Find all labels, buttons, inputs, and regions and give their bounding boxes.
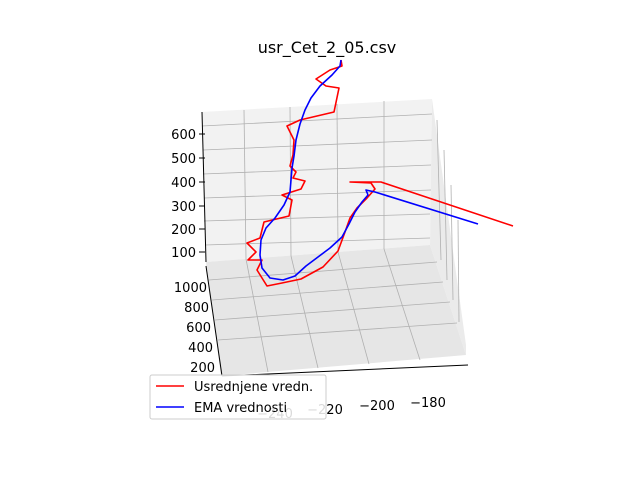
z-tick-label: 100 bbox=[171, 246, 196, 261]
series-line-ema bbox=[259, 59, 479, 281]
grid-lines bbox=[201, 101, 460, 373]
z-tick-marks bbox=[199, 133, 205, 253]
y-tick-label: 400 bbox=[188, 341, 213, 356]
right-wall-pane bbox=[430, 99, 466, 355]
x-tick-label: −200 bbox=[359, 399, 395, 414]
y-tick-label: 200 bbox=[190, 361, 215, 376]
y-tick-label: 800 bbox=[184, 301, 209, 316]
z-axis-line bbox=[201, 111, 207, 263]
z-tick-label: 400 bbox=[171, 176, 196, 191]
z-tick-label: 600 bbox=[171, 128, 196, 143]
z-tick-label: 300 bbox=[171, 200, 196, 215]
legend-label-usrednjene: Usrednjene vredn. bbox=[194, 380, 313, 395]
x-axis-line bbox=[221, 364, 469, 377]
axis-lines bbox=[201, 111, 469, 377]
chart-title: usr_Cet_2_05.csv bbox=[258, 38, 397, 58]
y-tick-labels: 1000 800 600 400 200 bbox=[174, 281, 215, 376]
x-tick-label: −180 bbox=[410, 396, 446, 411]
plot-lines bbox=[246, 59, 514, 287]
back-wall-pane bbox=[202, 99, 432, 262]
y-axis-line bbox=[205, 265, 223, 377]
series-line-usrednjene bbox=[246, 59, 514, 287]
z-tick-label: 200 bbox=[171, 223, 196, 238]
legend: Usrednjene vredn. EMA vrednosti bbox=[149, 374, 327, 420]
legend-box bbox=[149, 374, 327, 420]
y-tick-label: 1000 bbox=[174, 281, 207, 296]
z-tick-labels: 600 500 400 300 200 100 bbox=[171, 128, 196, 261]
z-tick-label: 500 bbox=[171, 152, 196, 167]
y-tick-label: 600 bbox=[186, 321, 211, 336]
legend-label-ema: EMA vrednosti bbox=[194, 401, 287, 416]
